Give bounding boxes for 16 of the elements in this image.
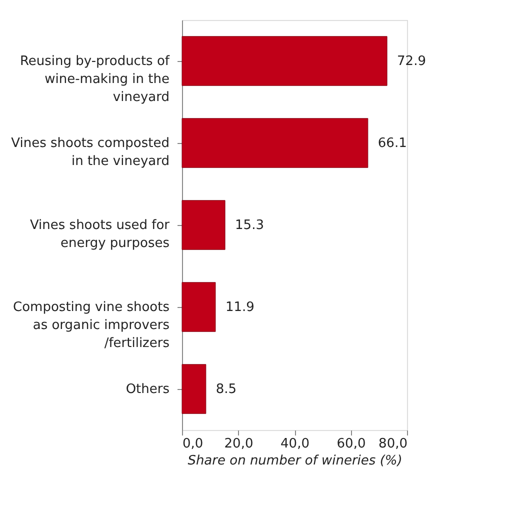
data-label: 8.5 [216,382,237,397]
y-tick-label: Others [126,382,170,397]
x-tick-label: 20,0 [224,436,254,452]
y-tick-label: Vines shoots composted in the vineyard [11,136,170,169]
x-tick-label: 40,0 [280,436,310,452]
x-tick-label: 0,0 [182,436,204,452]
data-label: 72.9 [397,54,426,69]
data-label: 11.9 [225,300,254,315]
y-tick-label: Reusing by-products of wine-making in the vineyard [20,54,170,105]
data-label: 15.3 [235,218,264,233]
y-tick-label: Composting vine shoots as organic improvers /fertilizers [13,300,170,351]
data-label: 66.1 [378,136,407,151]
x-axis-title: Share on number of wineries (%) [188,454,402,468]
x-tick-label: 60,0 [336,436,366,452]
y-tick-label: Vines shoots used for energy purposes [30,218,170,251]
x-tick-label: 80,0 [378,436,408,452]
